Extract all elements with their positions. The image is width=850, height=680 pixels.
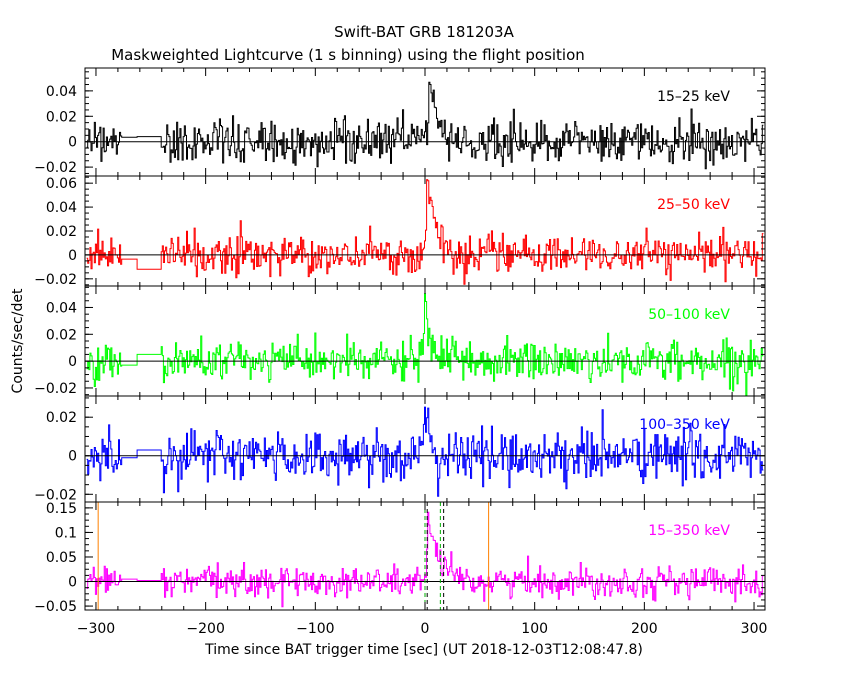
x-tick-label: −200 (186, 621, 224, 637)
y-tick-label: 0.04 (46, 84, 77, 100)
chart-subtitle: Maskweighted Lightcurve (1 s binning) us… (111, 46, 585, 64)
panel-3: −0.02 0 0.02 0.04 50–100 keV (34, 285, 766, 397)
x-tick-labels: −300 −200 −100 0 100 200 300 (77, 621, 768, 637)
y-tick-label: −0.05 (34, 599, 77, 615)
x-tick-label: 200 (631, 621, 658, 637)
x-tick-label: 300 (741, 621, 768, 637)
y-tick-label: 0.05 (46, 550, 77, 566)
y-tick-label: 0 (68, 449, 77, 465)
chart-title: Swift-BAT GRB 181203A (334, 23, 514, 41)
y-tick-label: 0.06 (46, 176, 77, 192)
band-label: 50–100 keV (648, 307, 730, 323)
series-trace (86, 511, 764, 608)
y-tick-label: −0.02 (34, 160, 77, 176)
x-tick-label: 0 (421, 621, 430, 637)
panel-5: −0.05 0 0.05 0.1 0.15 15–350 keV (34, 501, 766, 615)
y-tick-label: 0 (68, 135, 77, 151)
series-trace (86, 406, 764, 497)
x-axis-label: Time since BAT trigger time [sec] (UT 20… (204, 642, 643, 658)
panels-group: −0.02 0 0.02 0.04 15–25 keV −0.02 0 0.02 0.04 0.0… (34, 67, 766, 615)
band-label: 15–350 keV (648, 523, 730, 539)
series-trace (86, 81, 764, 170)
y-tick-label: −0.02 (34, 272, 77, 288)
y-tick-label: 0.15 (46, 501, 77, 517)
y-tick-label: 0.02 (46, 327, 77, 343)
y-tick-label: 0.02 (46, 224, 77, 240)
x-tick-label: 100 (521, 621, 548, 637)
band-label: 100–350 keV (639, 417, 730, 433)
x-tick-label: −100 (296, 621, 334, 637)
y-tick-label: 0.1 (55, 525, 77, 541)
y-tick-label: 0 (68, 248, 77, 264)
y-tick-label: 0.02 (46, 109, 77, 125)
series-trace (86, 293, 764, 396)
y-tick-label: 0 (68, 354, 77, 370)
y-axis-label: Counts/sec/det (10, 288, 26, 393)
y-tick-label: −0.02 (34, 381, 77, 397)
y-tick-label: 0.04 (46, 300, 77, 316)
panel-1: −0.02 0 0.02 0.04 15–25 keV (34, 67, 766, 177)
band-label: 15–25 keV (657, 89, 730, 105)
y-tick-label: 0 (68, 575, 77, 591)
x-tick-label: −300 (77, 621, 115, 637)
y-tick-label: −0.02 (34, 487, 77, 503)
y-tick-label: 0.04 (46, 200, 77, 216)
y-tick-label: 0.02 (46, 410, 77, 426)
panel-4: −0.02 0 0.02 100–350 keV (34, 395, 766, 503)
panel-2: −0.02 0 0.02 0.04 0.06 25–50 keV (34, 175, 766, 288)
series-trace (86, 179, 764, 285)
band-label: 25–50 keV (657, 197, 730, 213)
